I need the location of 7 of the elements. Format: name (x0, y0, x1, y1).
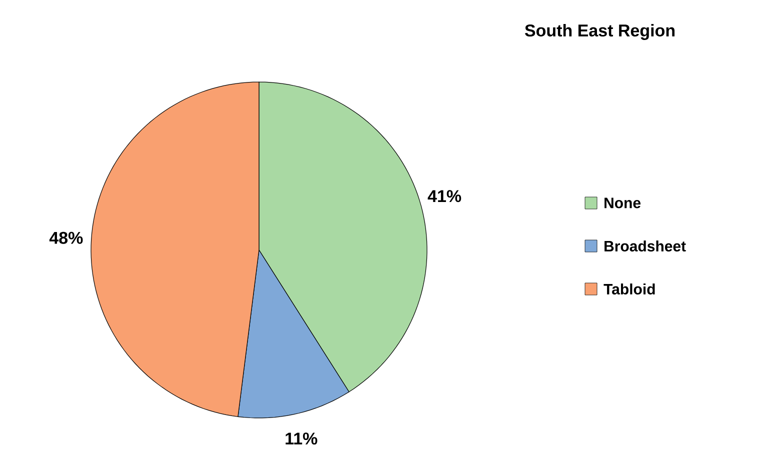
legend-label: None (604, 198, 641, 208)
legend-label: Broadsheet (604, 240, 686, 252)
data-label: 48% (49, 232, 83, 244)
legend-label: Tabloid (604, 283, 655, 294)
chart-title: South East Region (524, 24, 675, 40)
data-label: 11% (286, 432, 318, 445)
data-label: 41% (428, 190, 462, 202)
